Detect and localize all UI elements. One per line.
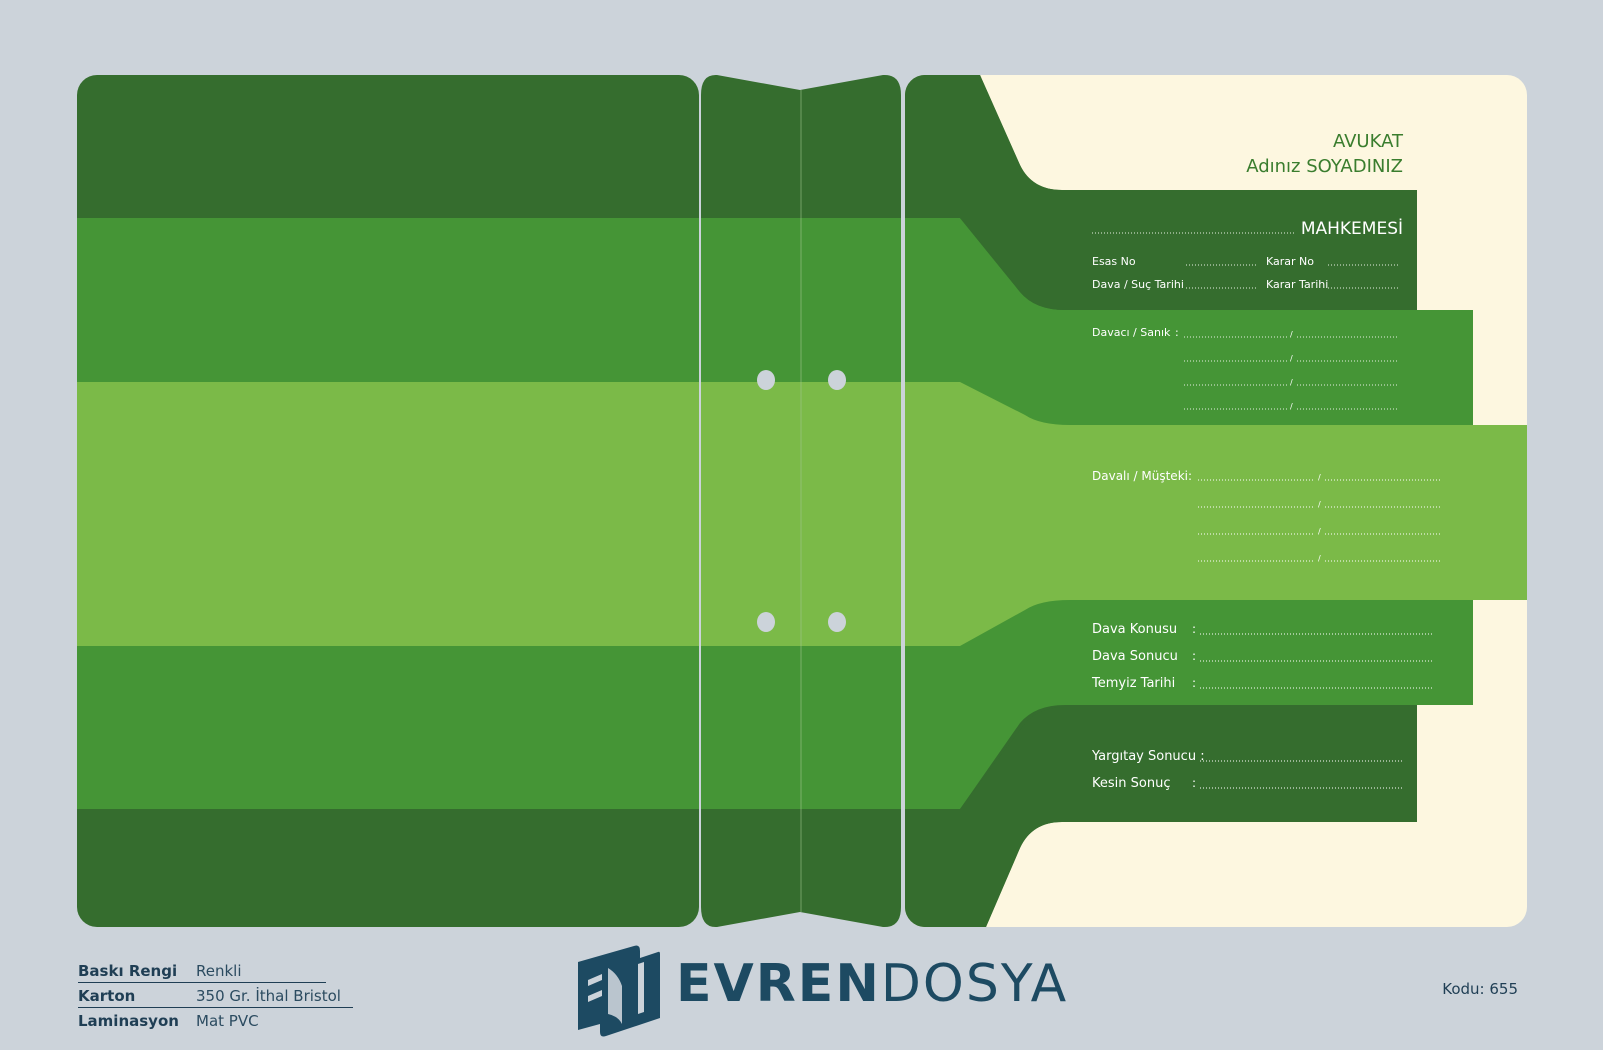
svg-text::: :: [1192, 622, 1196, 636]
yargitay-sonucu-label: Yargıtay Sonucu :: [1091, 749, 1205, 764]
punch-hole: [757, 612, 775, 632]
spec-print-color: Baskı Rengi Renkli: [78, 962, 408, 987]
svg-text::: :: [1192, 776, 1196, 790]
davaci-colon: :: [1175, 326, 1179, 339]
folder-logo-icon: [578, 945, 660, 1037]
dava-sonucu-label: Dava Sonucu: [1092, 649, 1178, 664]
punch-hole: [828, 370, 846, 390]
svg-text:/: /: [1290, 402, 1293, 411]
svg-text:/: /: [1318, 500, 1321, 509]
header-line-2: Adınız SOYADINIZ: [1246, 156, 1403, 177]
davali-lines: / / / /: [1198, 473, 1440, 563]
brand-part-2: DOSYA: [880, 954, 1069, 1014]
spec-label: Laminasyon: [78, 1012, 179, 1030]
spec-label: Baskı Rengi: [78, 962, 178, 980]
spec-label: Karton: [78, 987, 136, 1005]
spec-value: Renkli: [196, 962, 242, 980]
spec-value: Mat PVC: [196, 1012, 259, 1030]
svg-text::: :: [1192, 676, 1196, 690]
davaci-sanik-label: Davacı / Sanık: [1092, 326, 1171, 339]
header-line-1: AVUKAT: [1333, 131, 1404, 152]
svg-text::: :: [1192, 649, 1196, 663]
product-specs: Baskı Rengi Renkli Karton 350 Gr. İthal …: [78, 962, 408, 1037]
court-title: MAHKEMESİ: [1301, 218, 1403, 239]
left-cover-panel: [77, 75, 699, 927]
temyiz-tarihi-label: Temyiz Tarihi: [1091, 676, 1175, 691]
brand-logo: EVRENDOSYA: [578, 940, 1066, 1040]
svg-text:/: /: [1290, 354, 1293, 363]
davali-musteki-label: Davalı / Müşteki:: [1092, 469, 1192, 483]
product-code: Kodu: 655: [1442, 980, 1518, 998]
karar-no-label: Karar No: [1266, 255, 1314, 268]
brand-wordmark: EVRENDOSYA: [676, 954, 1068, 1014]
karar-tarihi-label: Karar Tarihi: [1266, 278, 1328, 291]
spec-value: 350 Gr. İthal Bristol: [196, 987, 341, 1005]
punch-holes: [757, 370, 846, 632]
davaci-lines: / / / /: [1184, 330, 1398, 411]
svg-text:/: /: [1290, 378, 1293, 387]
kesin-sonuc-label: Kesin Sonuç: [1092, 776, 1170, 791]
svg-text:/: /: [1318, 527, 1321, 536]
svg-text:/: /: [1318, 473, 1321, 482]
right-cover-panel: [905, 75, 1527, 927]
svg-text:/: /: [1290, 330, 1293, 339]
esas-no-label: Esas No: [1092, 255, 1136, 268]
punch-hole: [828, 612, 846, 632]
spec-lamination: Laminasyon Mat PVC: [78, 1012, 408, 1037]
brand-part-1: EVREN: [676, 954, 881, 1014]
dava-suc-tarihi-label: Dava / Suç Tarihi: [1092, 278, 1184, 291]
svg-text:/: /: [1318, 554, 1321, 563]
spec-board: Karton 350 Gr. İthal Bristol: [78, 987, 408, 1012]
dava-konusu-label: Dava Konusu: [1092, 622, 1177, 637]
spine-panel: [699, 74, 904, 928]
punch-hole: [757, 370, 775, 390]
